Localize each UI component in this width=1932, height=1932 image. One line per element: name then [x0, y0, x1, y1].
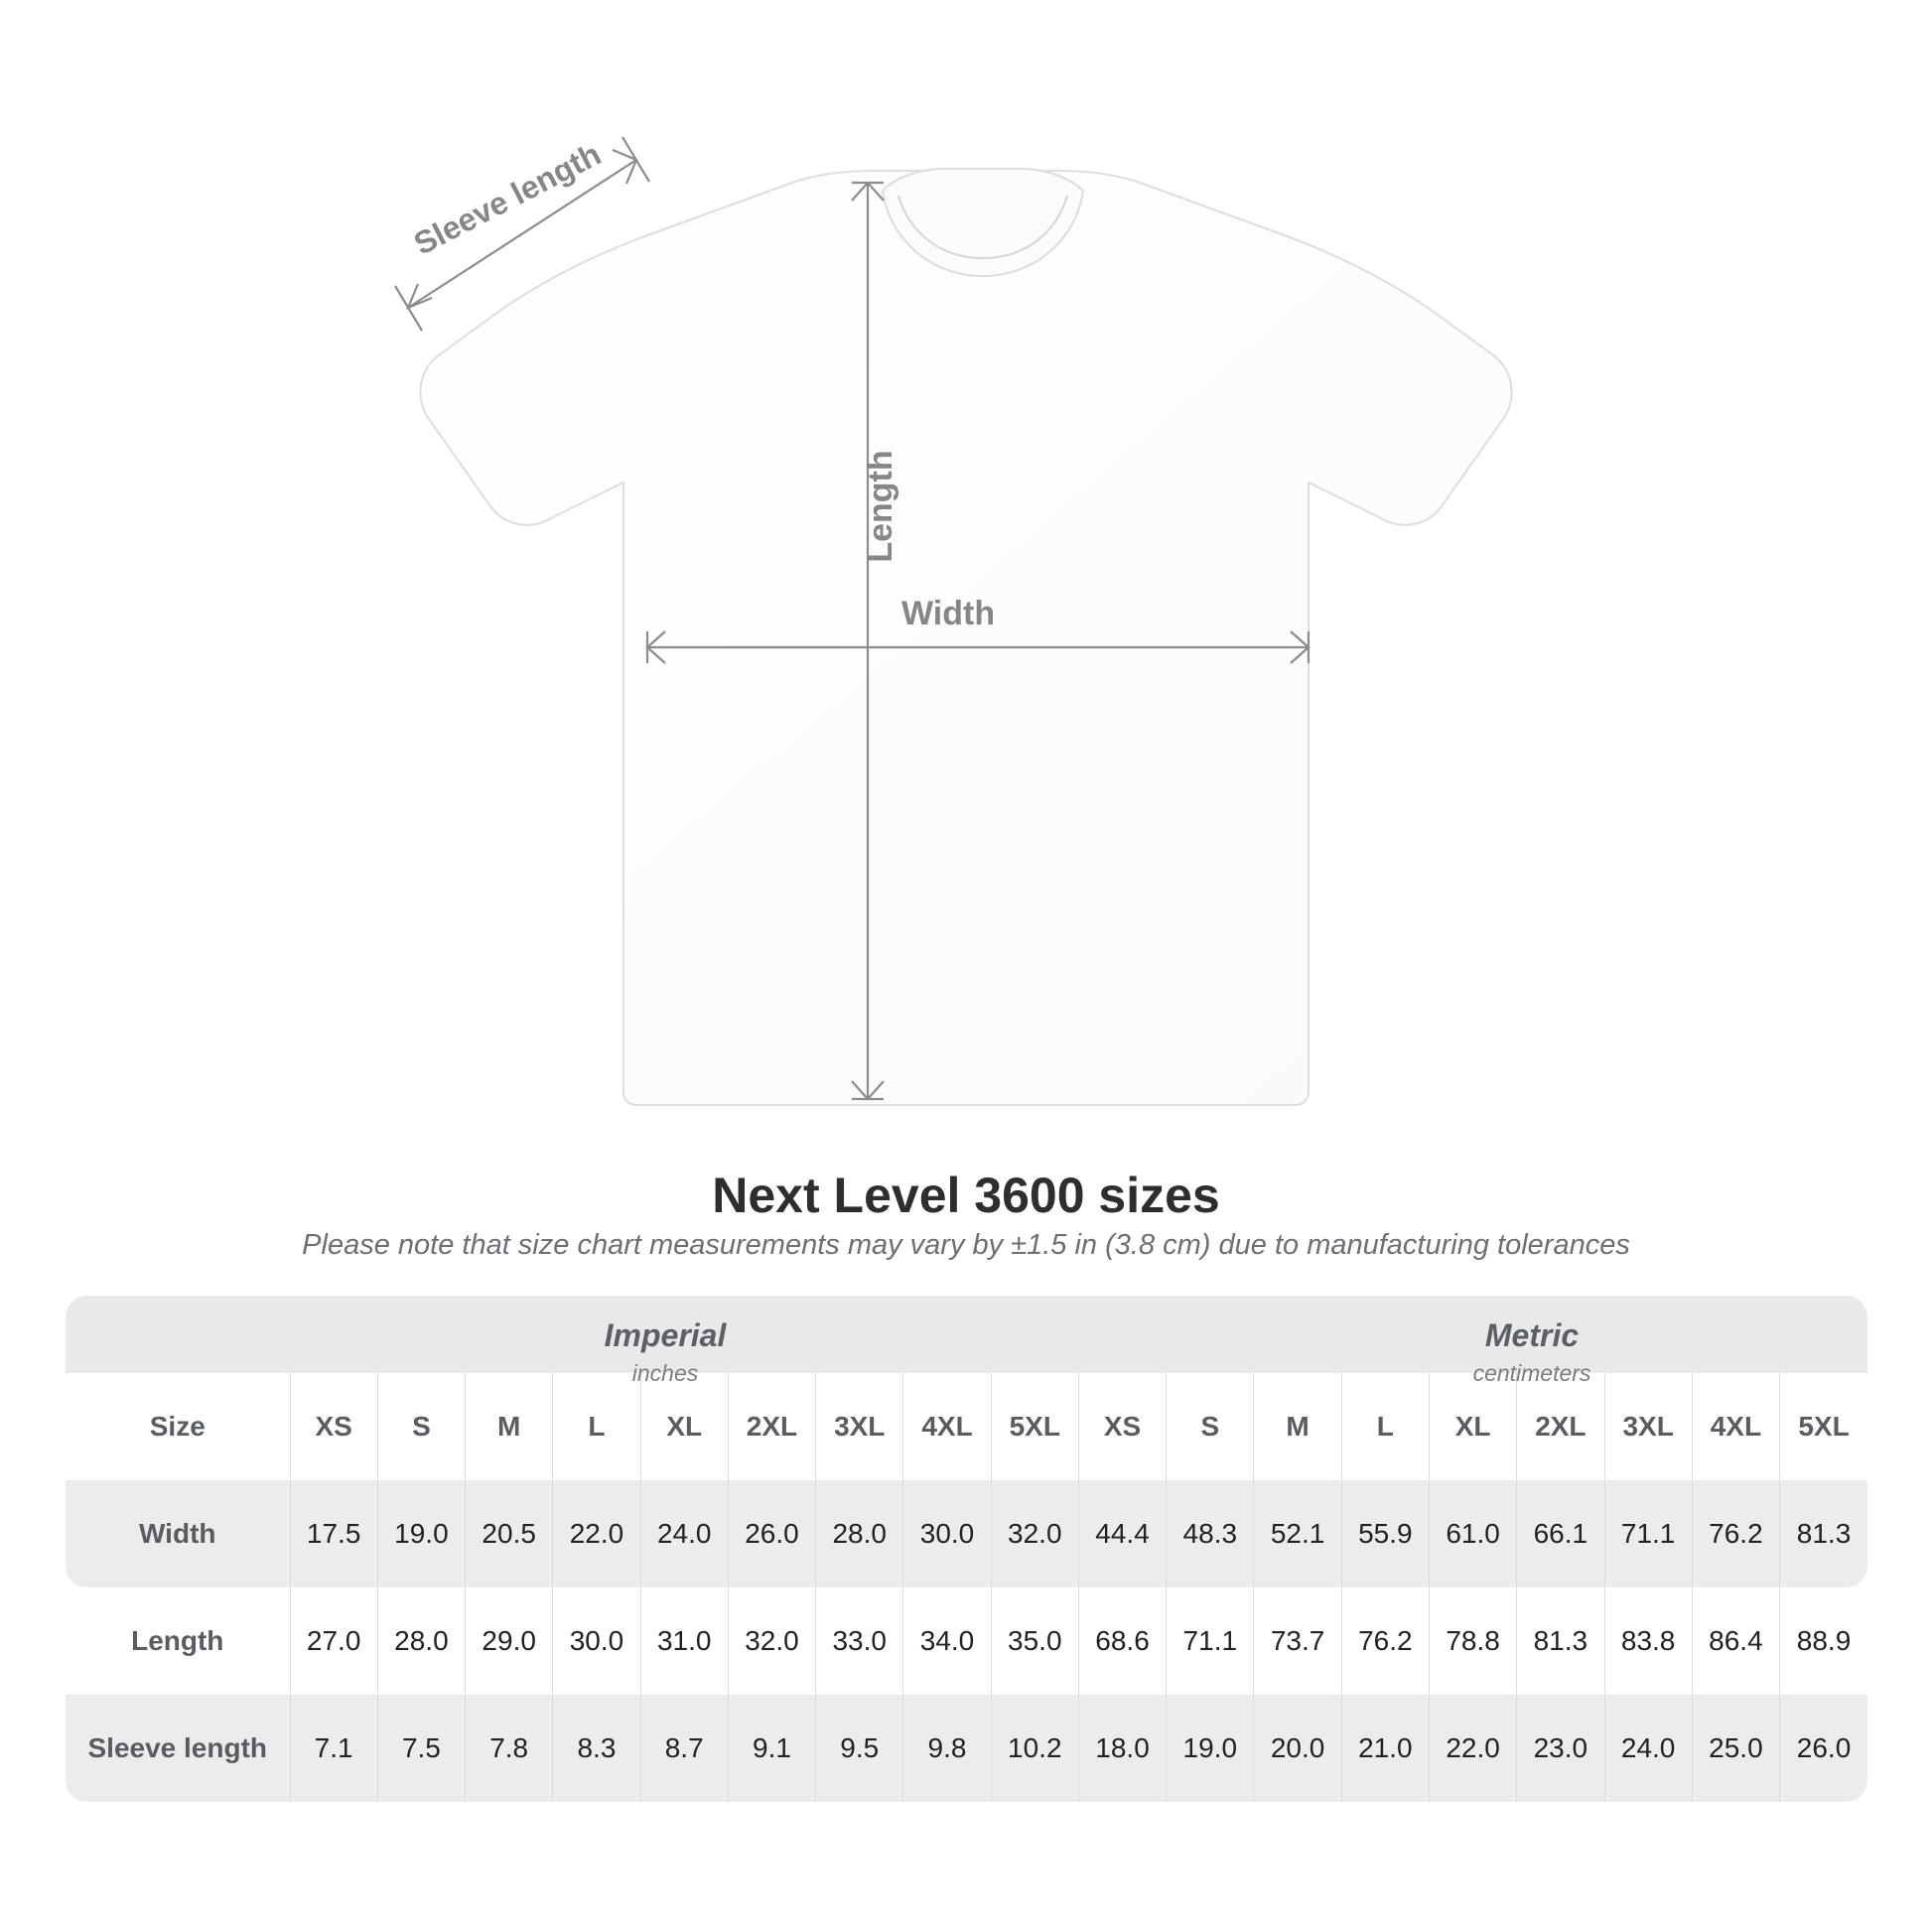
svg-text:Width: Width: [901, 595, 995, 632]
svg-text:Length: Length: [862, 450, 899, 562]
